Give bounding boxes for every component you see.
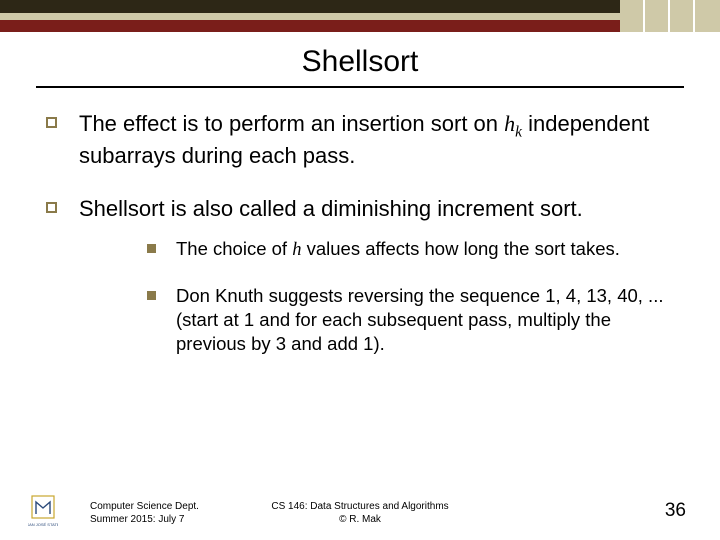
- bullet-level1: The effect is to perform an insertion so…: [46, 110, 680, 169]
- header-band: [0, 0, 720, 34]
- sub-bullet-text: Don Knuth suggests reversing the sequenc…: [176, 284, 680, 356]
- open-square-bullet-icon: [46, 117, 57, 128]
- footer-center: CS 146: Data Structures and Algorithms ©…: [0, 501, 720, 526]
- bullet-level1: Shellsort is also called a diminishing i…: [46, 195, 680, 378]
- band-light: [0, 13, 720, 20]
- page-number: 36: [665, 500, 686, 522]
- band-caps: [620, 0, 720, 34]
- open-square-bullet-icon: [46, 202, 57, 213]
- filled-square-bullet-icon: [147, 244, 156, 253]
- bullet-level2: Don Knuth suggests reversing the sequenc…: [147, 284, 680, 356]
- band-dark: [0, 0, 720, 13]
- title-underline: [36, 86, 684, 88]
- filled-square-bullet-icon: [147, 291, 156, 300]
- bullet-text: The effect is to perform an insertion so…: [79, 110, 680, 169]
- bullet-level2: The choice of h values affects how long …: [147, 237, 680, 262]
- footer: SAN JOSÉ STATE Computer Science Dept. Su…: [0, 488, 720, 530]
- bullet-text: Shellsort is also called a diminishing i…: [79, 195, 680, 378]
- slide-title: Shellsort: [0, 45, 720, 79]
- band-red: [0, 20, 720, 32]
- sub-bullet-list: The choice of h values affects how long …: [147, 237, 680, 356]
- content-area: The effect is to perform an insertion so…: [46, 110, 680, 404]
- sub-bullet-text: The choice of h values affects how long …: [176, 237, 620, 262]
